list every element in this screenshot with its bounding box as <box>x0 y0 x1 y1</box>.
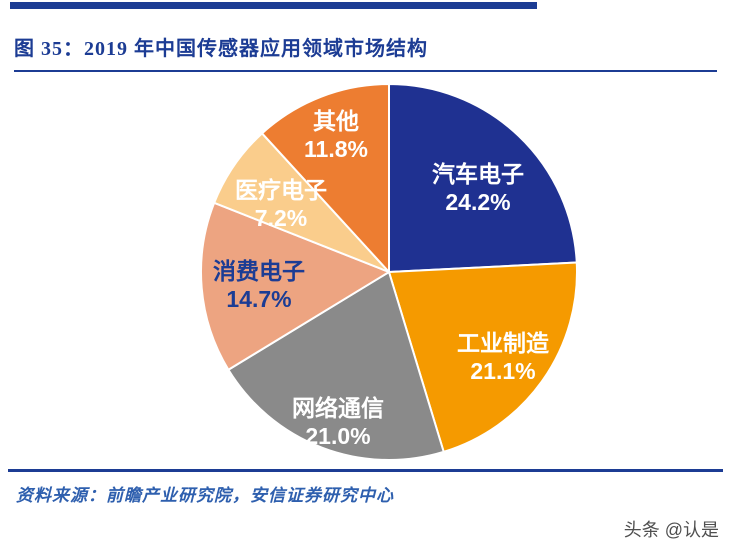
slice-percent: 24.2% <box>445 189 511 215</box>
slice-label-medical: 医疗电子 7.2% <box>235 176 327 232</box>
slice-percent: 14.7% <box>226 286 292 312</box>
pie-slice <box>388 261 578 453</box>
slice-name: 医疗电子 <box>235 176 327 203</box>
figure-title: 图 35：2019 年中国传感器应用领域市场结构 <box>14 38 428 60</box>
slice-name: 其他 <box>312 107 359 134</box>
slice-percent: 11.8% <box>304 136 368 162</box>
slice-label-consumer: 消费电子 14.7% <box>213 257 305 313</box>
pie-slice <box>388 83 578 273</box>
slice-percent: 7.2% <box>254 205 308 231</box>
slice-name: 工业制造 <box>457 329 549 356</box>
title-underline <box>14 70 717 72</box>
slice-label-auto-electronics: 汽车电子 24.2% <box>432 160 524 216</box>
pie-slice <box>200 201 390 371</box>
bottom-rule <box>8 469 723 472</box>
watermark: 头条 @认是 <box>623 520 719 540</box>
slice-percent: 21.0% <box>305 423 371 449</box>
slice-name: 消费电子 <box>213 257 305 284</box>
slice-percent: 21.1% <box>470 358 536 384</box>
slice-name: 网络通信 <box>292 394 384 421</box>
slice-name: 汽车电子 <box>432 160 524 187</box>
slice-label-network-comm: 网络通信 21.0% <box>292 394 384 450</box>
slice-label-other: 其他 11.8% <box>304 107 368 163</box>
pie-slice <box>227 271 445 461</box>
top-accent-bar <box>10 2 537 9</box>
slice-label-industrial: 工业制造 21.1% <box>457 329 549 385</box>
source-note: 资料来源：前瞻产业研究院，安信证券研究中心 <box>16 486 394 505</box>
pie-slice <box>261 83 390 273</box>
